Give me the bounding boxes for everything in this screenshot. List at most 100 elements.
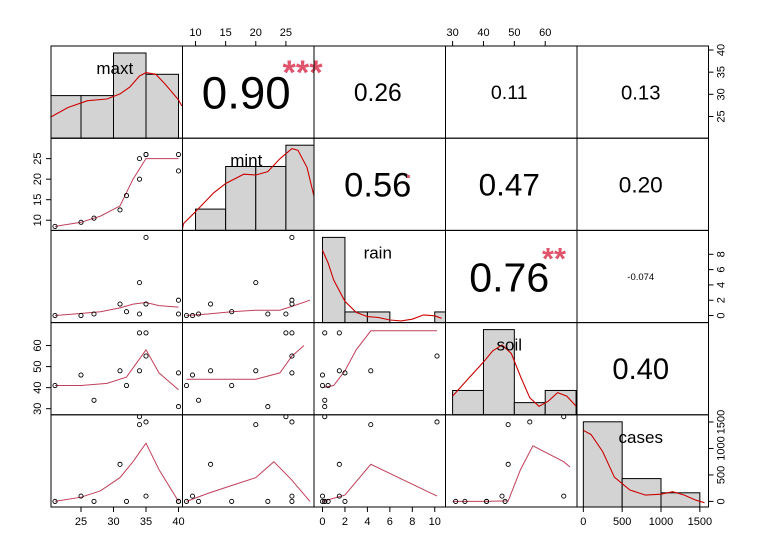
scatter-point bbox=[175, 168, 182, 174]
tick-label: 8 bbox=[409, 516, 415, 528]
scatter-point bbox=[253, 422, 259, 428]
scatter-point bbox=[434, 419, 440, 425]
panel-mint-mint: mint bbox=[181, 137, 315, 231]
scatter-point bbox=[336, 493, 342, 499]
variable-label-soil: soil bbox=[496, 336, 522, 355]
scatter-point bbox=[499, 493, 505, 499]
scatter-point bbox=[91, 498, 97, 504]
scatter-point bbox=[265, 498, 271, 504]
scatter-point bbox=[208, 368, 214, 374]
scatter-point bbox=[123, 309, 130, 315]
scatter-point bbox=[462, 498, 468, 504]
scatter-point bbox=[117, 461, 123, 467]
panel-rain-mint bbox=[182, 229, 315, 324]
scatter-point bbox=[52, 382, 58, 389]
scatter-point bbox=[136, 414, 143, 420]
axis-left-mint: 10 15 20 25 bbox=[32, 153, 51, 226]
scatter-point bbox=[289, 498, 295, 504]
histogram-bar-maxt bbox=[80, 95, 114, 139]
scatter-point bbox=[189, 372, 196, 378]
scatter-point bbox=[319, 382, 326, 389]
scatter-point bbox=[289, 234, 295, 241]
histogram-bar-soil bbox=[544, 389, 577, 416]
density-curve-mint bbox=[181, 147, 315, 229]
panel-frame bbox=[182, 414, 315, 508]
tick-label: 6 bbox=[387, 516, 393, 528]
scatter-point bbox=[143, 301, 149, 307]
scatter-point bbox=[143, 330, 149, 336]
tick-label: 1000 bbox=[716, 436, 728, 460]
tick-label: 60 bbox=[539, 27, 551, 39]
scatter-point bbox=[283, 414, 289, 420]
significance-stars: *** bbox=[283, 54, 324, 92]
panel-mint-maxt bbox=[50, 137, 183, 231]
scatter-point bbox=[143, 419, 149, 425]
histogram-bar-rain bbox=[344, 311, 368, 324]
scatter-point bbox=[117, 301, 123, 307]
panel-frame bbox=[50, 137, 183, 231]
scatter-point bbox=[117, 368, 123, 374]
histogram-bar-maxt bbox=[145, 73, 179, 139]
scatter-point bbox=[195, 397, 202, 403]
panel-cases-maxt bbox=[50, 414, 183, 508]
smooth-line bbox=[54, 301, 179, 316]
scatter-point bbox=[52, 223, 58, 229]
tick-label: 1500 bbox=[688, 516, 712, 528]
correlation-value: 0.56 bbox=[344, 167, 411, 205]
scatter-point bbox=[527, 419, 533, 425]
tick-label: 1500 bbox=[716, 410, 728, 434]
scatter-point bbox=[561, 493, 567, 499]
tick-label: 0 bbox=[716, 312, 728, 318]
scatter-point bbox=[175, 498, 182, 504]
tick-label: 25 bbox=[75, 516, 87, 528]
axis-bottom-cases: 0 500 1000 1500 bbox=[580, 507, 712, 528]
tick-label: 20 bbox=[250, 27, 262, 39]
correlation-value: 0.40 bbox=[612, 354, 669, 386]
scatter-point bbox=[483, 498, 490, 504]
tick-label: 0 bbox=[319, 516, 325, 528]
tick-label: 500 bbox=[716, 466, 728, 484]
panel-frame bbox=[313, 414, 446, 508]
tick-label: 10 bbox=[189, 27, 201, 39]
smooth-line bbox=[54, 158, 179, 227]
axis-left-soil: 30 40 50 60 bbox=[32, 339, 51, 415]
panel-maxt-cases: 0.13 bbox=[576, 45, 709, 139]
scatter-point bbox=[143, 234, 149, 241]
tick-label: 1000 bbox=[649, 516, 673, 528]
scatter-point bbox=[336, 330, 342, 336]
scatter-point bbox=[319, 493, 326, 499]
variable-label-mint: mint bbox=[230, 151, 262, 170]
panel-cases-mint bbox=[182, 414, 315, 508]
scatter-point bbox=[136, 176, 143, 182]
panel-soil-soil: soil bbox=[445, 322, 578, 416]
panel-cases-soil bbox=[445, 414, 578, 508]
histogram-bar-cases bbox=[621, 478, 662, 508]
tick-label: 15 bbox=[32, 194, 44, 206]
scatter-point bbox=[143, 353, 149, 359]
panel-frame bbox=[50, 414, 183, 508]
correlation-value: -0.074 bbox=[627, 272, 654, 283]
tick-label: 30 bbox=[446, 27, 458, 39]
smooth-line bbox=[322, 330, 437, 389]
tick-label: 40 bbox=[32, 382, 44, 394]
scatter-point bbox=[368, 422, 374, 428]
scatter-point bbox=[175, 297, 182, 303]
correlation-value: 0.47 bbox=[479, 167, 540, 203]
scatter-point bbox=[91, 215, 97, 221]
scatter-point bbox=[136, 368, 143, 374]
scatter-point bbox=[195, 311, 202, 317]
scatter-point bbox=[175, 151, 182, 158]
scatter-point bbox=[123, 498, 130, 504]
panel-soil-rain bbox=[313, 322, 446, 416]
scatter-point bbox=[183, 312, 190, 319]
histogram-bar-mint bbox=[255, 166, 287, 231]
scatter-point bbox=[336, 461, 342, 467]
histogram-bar-soil bbox=[482, 329, 515, 416]
density-curve-rain bbox=[321, 249, 442, 322]
scatter-point bbox=[289, 353, 295, 359]
correlation-value: 0.76 bbox=[469, 254, 549, 300]
histogram-bar-soil bbox=[513, 402, 546, 416]
tick-label: 4 bbox=[364, 516, 370, 528]
tick-label: 40 bbox=[172, 516, 184, 528]
tick-label: 2 bbox=[342, 516, 348, 528]
